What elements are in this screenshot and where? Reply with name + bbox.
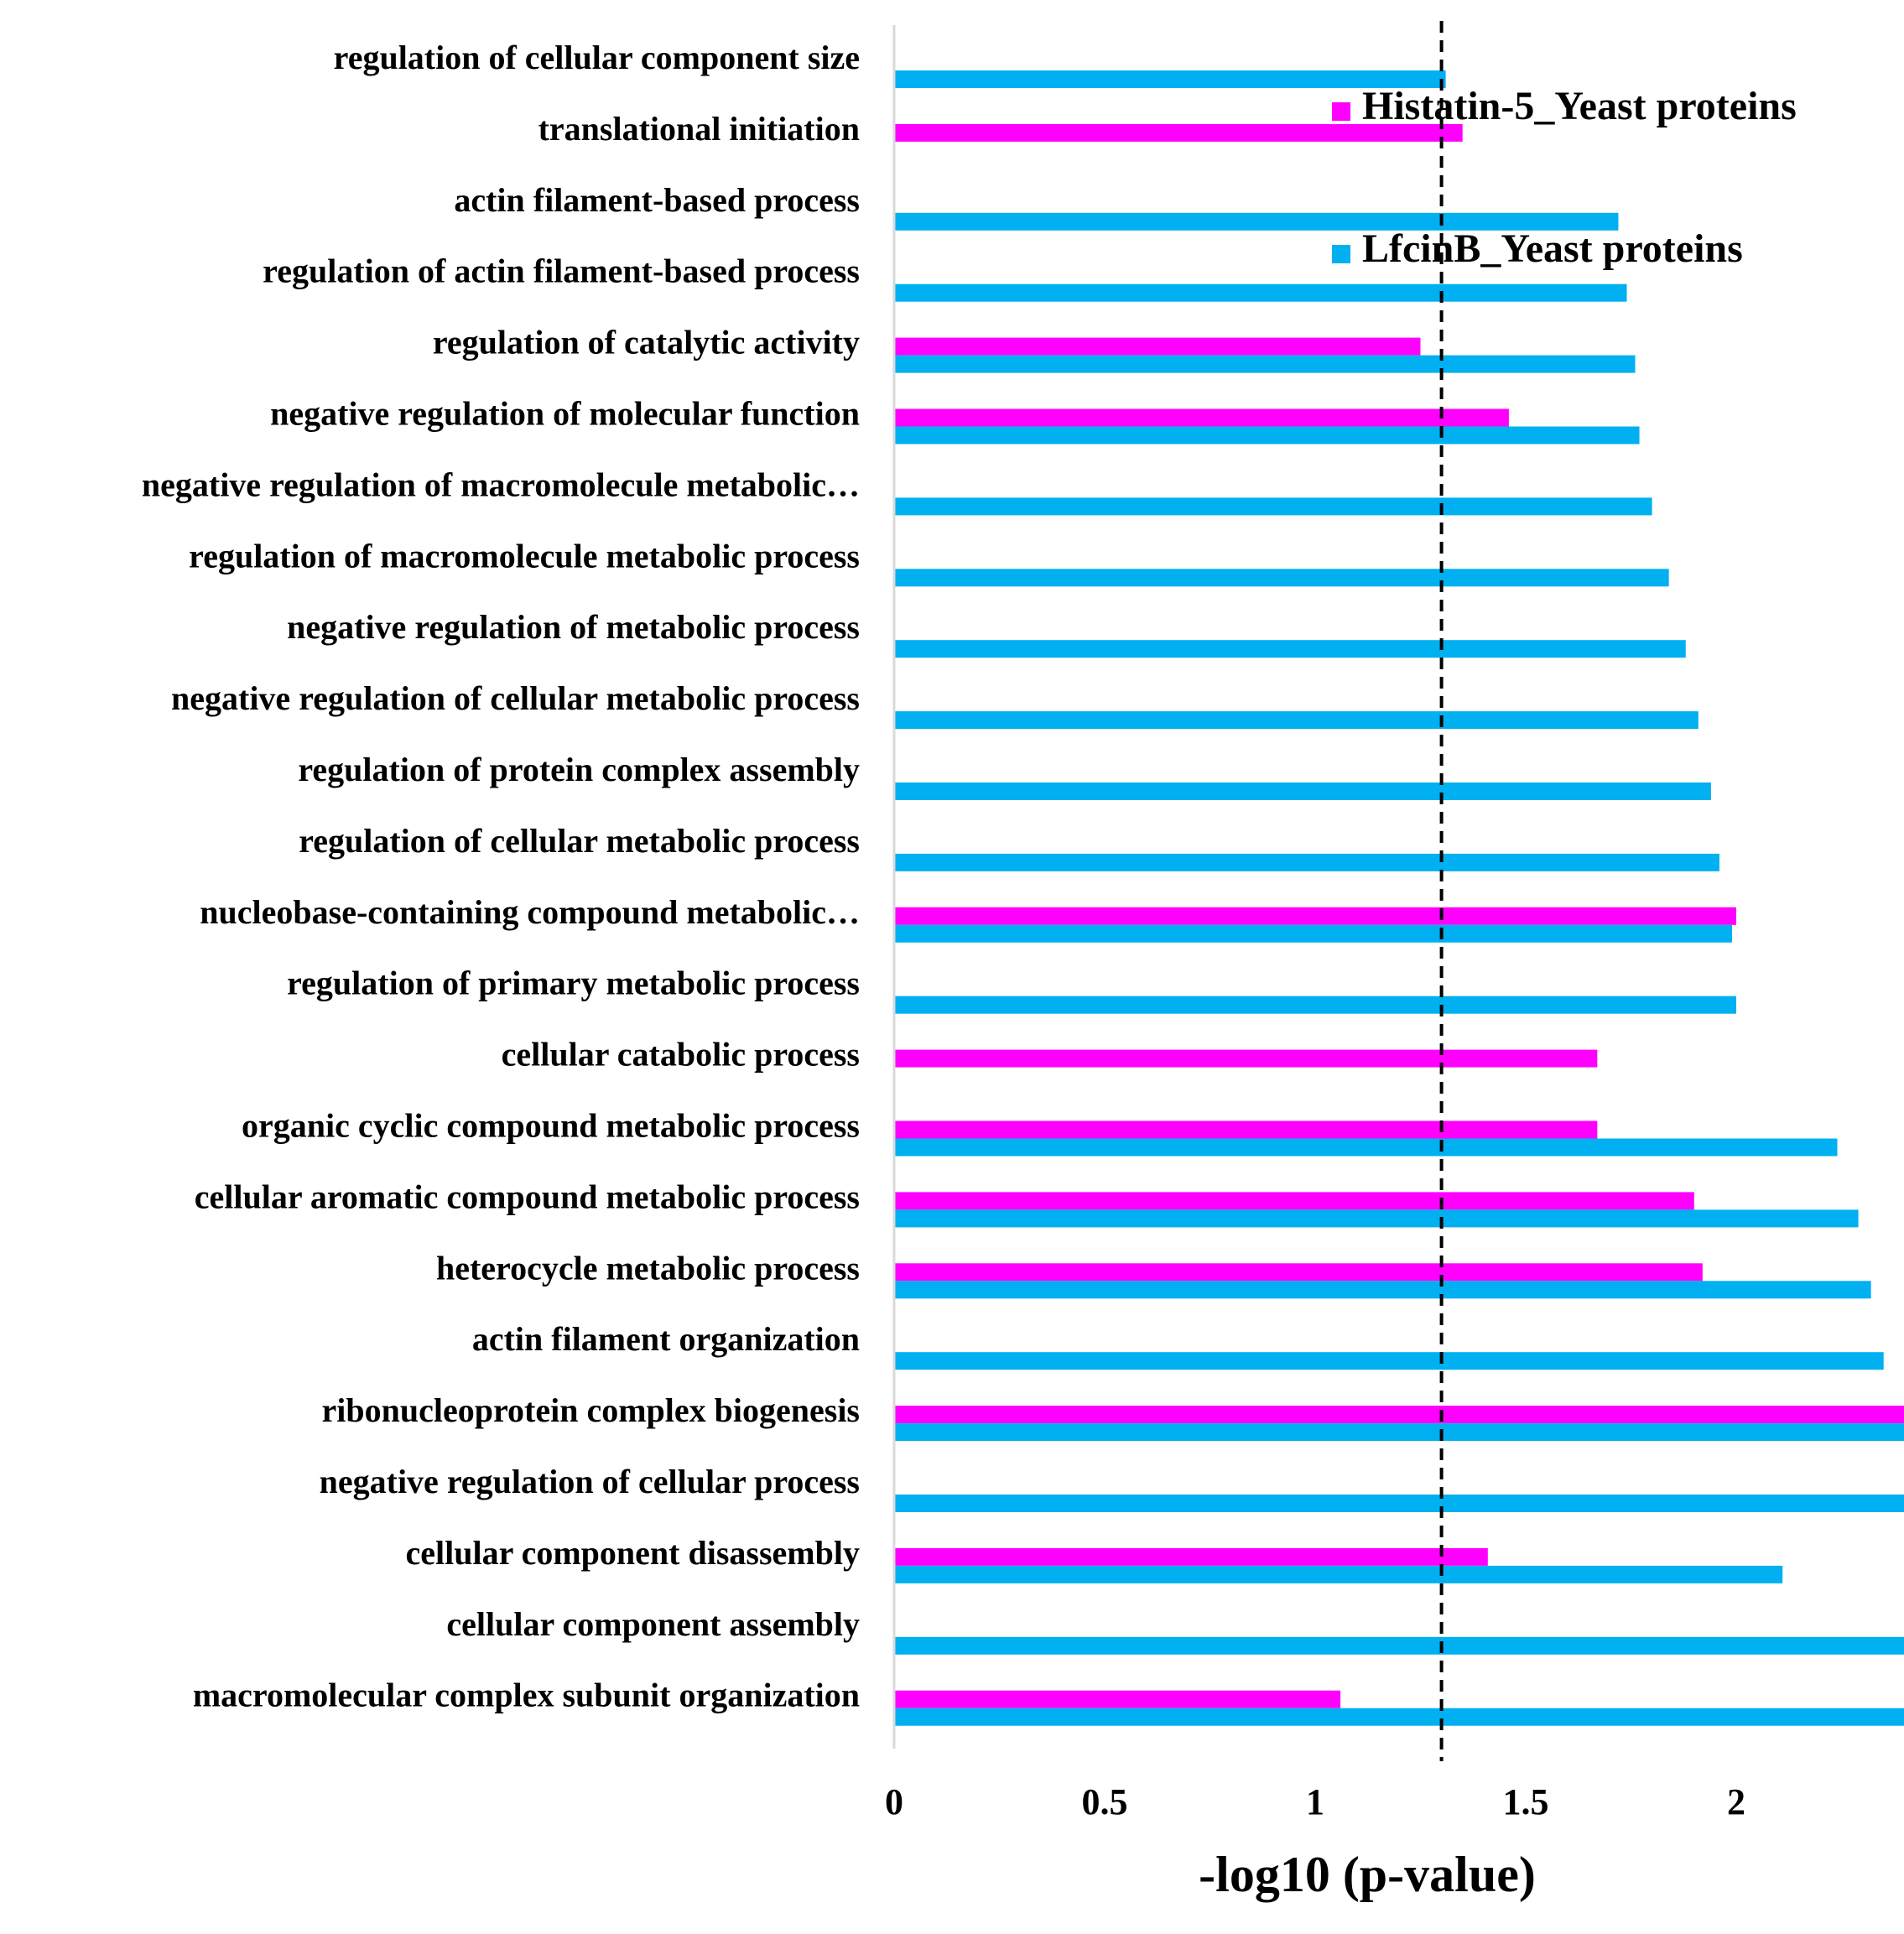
bar-lfcinb	[894, 1209, 1859, 1228]
bar-histatin5	[894, 1263, 1703, 1282]
bar-histatin5	[894, 907, 1736, 925]
bar-lfcinb	[894, 569, 1669, 587]
category-label: macromolecular complex subunit organizat…	[193, 1677, 860, 1714]
bar-lfcinb	[894, 1708, 1904, 1726]
category-label: regulation of cellular metabolic process	[299, 822, 860, 860]
x-tick-label: 1	[1306, 1781, 1324, 1822]
category-label: negative regulation of metabolic process	[287, 608, 860, 646]
category-label: regulation of protein complex assembly	[298, 751, 860, 788]
category-label: nucleobase-containing compound metabolic…	[200, 893, 860, 931]
bar-lfcinb	[894, 1495, 1904, 1512]
category-label: regulation of primary metabolic process	[287, 964, 860, 1002]
bar-histatin5	[894, 1406, 1904, 1424]
bar-lfcinb	[894, 1281, 1871, 1299]
legend-label: LfcinB_Yeast proteins	[1362, 226, 1743, 271]
bar-lfcinb	[894, 1423, 1904, 1442]
bar-histatin5	[894, 337, 1421, 356]
category-label: regulation of macromolecule metabolic pr…	[189, 537, 860, 574]
bar-lfcinb	[894, 1636, 1904, 1655]
category-label: ribonucleoprotein complex biogenesis	[322, 1391, 860, 1429]
category-label: cellular component assembly	[446, 1605, 860, 1643]
bar-lfcinb	[894, 996, 1736, 1014]
bar-lfcinb	[894, 1138, 1838, 1157]
category-label: negative regulation of cellular process	[320, 1463, 860, 1500]
bar-lfcinb	[894, 426, 1640, 445]
category-label: cellular aromatic compound metabolic pro…	[195, 1178, 860, 1215]
x-tick-label: 0.5	[1082, 1781, 1128, 1822]
category-label: actin filament-based process	[454, 181, 860, 219]
category-label: regulation of catalytic activity	[433, 324, 860, 361]
bar-lfcinb	[894, 70, 1446, 88]
x-tick-label: 1.5	[1503, 1781, 1549, 1822]
bar-histatin5	[894, 1120, 1598, 1139]
category-label: cellular catabolic process	[502, 1036, 860, 1074]
category-label: organic cyclic compound metabolic proces…	[242, 1107, 860, 1145]
bar-lfcinb	[894, 1352, 1884, 1370]
x-tick-label: 2	[1727, 1781, 1745, 1822]
x-axis-title: -log10 (p-value)	[1199, 1847, 1536, 1902]
legend-swatch	[1332, 245, 1350, 263]
category-label: regulation of cellular component size	[334, 39, 860, 76]
bar-lfcinb	[894, 924, 1732, 943]
bar-lfcinb	[894, 497, 1652, 516]
legend-swatch	[1332, 102, 1350, 121]
bar-lfcinb	[894, 212, 1619, 231]
legend: Histatin-5_Yeast proteins LfcinB_Yeast pr…	[1332, 84, 1797, 271]
bar-lfcinb	[894, 711, 1699, 730]
category-label: cellular component disassembly	[405, 1534, 860, 1572]
bar-histatin5	[894, 1690, 1341, 1708]
x-tick-labels: 00.511.522.533.544.5	[885, 1781, 1745, 1822]
bar-histatin5	[894, 1049, 1598, 1068]
bar-lfcinb	[894, 782, 1711, 800]
bar-lfcinb	[894, 1565, 1783, 1583]
category-label: translational initiation	[538, 110, 860, 148]
bar-lfcinb	[894, 355, 1636, 373]
legend-label: Histatin-5_Yeast proteins	[1362, 84, 1797, 128]
category-label: negative regulation of molecular functio…	[270, 395, 860, 433]
bar-lfcinb	[894, 283, 1627, 302]
x-tick-label: 0	[885, 1781, 903, 1822]
bar-histatin5	[894, 123, 1463, 142]
category-label: negative regulation of cellular metaboli…	[171, 679, 860, 717]
category-labels: regulation of cellular component size tra…	[142, 39, 860, 1714]
bar-histatin5	[894, 1192, 1694, 1210]
category-label: negative regulation of macromolecule met…	[142, 465, 860, 503]
bars-group	[894, 70, 1904, 1726]
category-label: heterocycle metabolic process	[436, 1249, 860, 1287]
category-label: regulation of actin filament-based proce…	[263, 252, 860, 290]
bar-lfcinb	[894, 853, 1719, 871]
category-label: actin filament organization	[472, 1320, 860, 1358]
bar-histatin5	[894, 408, 1509, 427]
bar-lfcinb	[894, 640, 1686, 658]
bar-histatin5	[894, 1547, 1488, 1566]
